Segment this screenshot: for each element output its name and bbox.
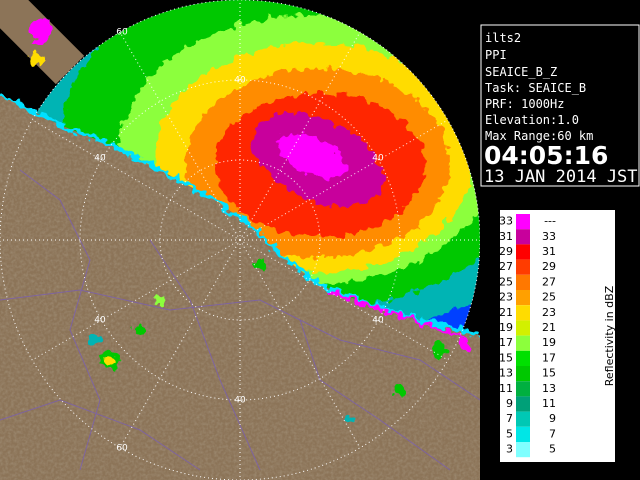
land-echo <box>27 18 471 424</box>
task: Task: SEAICE_B <box>485 81 586 95</box>
legend-low: 5 <box>506 427 513 440</box>
legend-high: 7 <box>549 427 556 440</box>
range-label: 60 <box>116 28 128 38</box>
legend-swatch <box>516 396 530 412</box>
legend-high: 29 <box>542 260 556 273</box>
elevation: Elevation:1.0 <box>485 113 579 127</box>
range-label: 40 <box>372 316 384 326</box>
legend-swatch <box>516 320 530 336</box>
coast-echo <box>329 290 471 342</box>
mode: PPI <box>485 48 507 62</box>
time: 04:05:16 <box>484 141 608 170</box>
legend-low: 17 <box>499 336 513 349</box>
legend-low: >33 <box>490 215 513 228</box>
legend-low: 31 <box>499 230 513 243</box>
azimuth-line <box>239 239 361 449</box>
legend-high: 21 <box>542 321 556 334</box>
legend-low: 13 <box>499 367 513 380</box>
legend-high: 13 <box>542 382 556 395</box>
legend-high: 15 <box>542 367 556 380</box>
legend-low: 3 <box>506 443 513 456</box>
legend-low: 9 <box>506 397 513 410</box>
legend-low: 21 <box>499 306 513 319</box>
range-label: 40 <box>94 316 106 326</box>
legend-high: 5 <box>549 443 556 456</box>
azimuth-line <box>239 239 449 361</box>
legend-swatch <box>516 350 530 366</box>
legend-high: 9 <box>549 412 556 425</box>
date: 13 JAN 2014 JST <box>484 167 638 187</box>
legend-swatch <box>516 274 530 290</box>
azimuth-line <box>31 239 241 361</box>
echo <box>276 133 348 179</box>
legend-swatch <box>516 366 530 382</box>
azimuth-line <box>119 239 241 449</box>
legend-title: Reflectivity in dBZ <box>603 285 616 386</box>
legend-swatch <box>516 305 530 321</box>
legend-high: 27 <box>542 275 556 288</box>
legend-high: 23 <box>542 306 556 319</box>
legend-low: 15 <box>499 351 513 364</box>
range-label: 60 <box>116 444 128 454</box>
legend-swatch <box>516 290 530 306</box>
roads <box>0 169 480 471</box>
legend-swatch <box>516 214 530 230</box>
legend-high: 19 <box>542 336 556 349</box>
legend-swatch <box>516 335 530 351</box>
legend-low: 29 <box>499 245 513 258</box>
legend-swatch <box>516 229 530 245</box>
range-label: 40 <box>234 396 246 406</box>
range-label: 40 <box>234 76 246 86</box>
max-range: Max Range:60 km <box>485 129 593 143</box>
legend-swatch <box>516 381 530 397</box>
range-label: 40 <box>372 154 384 164</box>
prf: PRF: 1000Hz <box>485 97 564 111</box>
legend: Reflectivity in dBZ >33 --- 31 33 29 31 27 29 25… <box>490 210 616 462</box>
legend-swatch <box>516 442 530 458</box>
info-panel <box>480 24 640 187</box>
range-rings <box>0 0 480 480</box>
range-label: 40 <box>94 154 106 164</box>
azimuth-line <box>31 119 241 241</box>
land-texture <box>0 95 480 480</box>
legend-swatch <box>516 244 530 260</box>
legend-high: 31 <box>542 245 556 258</box>
legend-low: 19 <box>499 321 513 334</box>
azimuth-line <box>239 119 449 241</box>
legend-high: 11 <box>542 397 556 410</box>
legend-low: 27 <box>499 260 513 273</box>
legend-swatch <box>516 426 530 442</box>
legend-high: 33 <box>542 230 556 243</box>
legend-high: 17 <box>542 351 556 364</box>
azimuth-line <box>239 31 361 241</box>
legend-high: 25 <box>542 291 556 304</box>
legend-low: 25 <box>499 275 513 288</box>
legend-swatch <box>516 259 530 275</box>
product: SEAICE_B_Z <box>485 65 557 79</box>
legend-low: 11 <box>499 382 513 395</box>
azimuth-line <box>119 31 241 241</box>
station: ilts2 <box>485 31 521 45</box>
map: 60 40 40 40 40 40 40 60 <box>0 0 480 480</box>
legend-high: --- <box>544 215 556 228</box>
legend-low: 23 <box>499 291 513 304</box>
legend-low: 7 <box>506 412 513 425</box>
legend-swatch <box>516 411 530 427</box>
